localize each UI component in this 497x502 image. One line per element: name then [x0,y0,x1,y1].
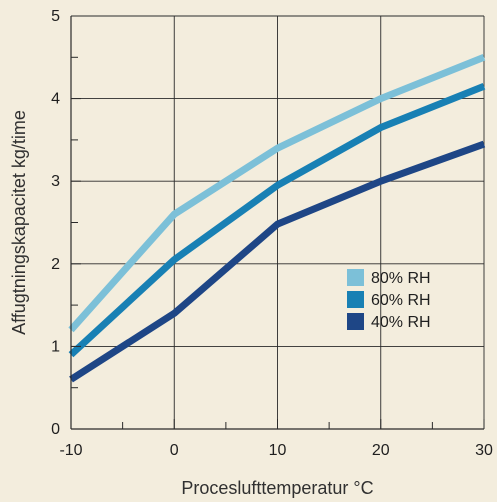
y-tick-label: 4 [51,91,60,108]
y-tick-label: 1 [51,338,60,355]
legend-swatch [347,291,364,308]
y-tick-labels: 0 1 2 3 4 5 [51,8,60,438]
series-line-1 [68,54,486,333]
y-axis-label: Affugtningskapacitet kg/time [9,110,29,335]
x-tick-label: 20 [372,442,390,459]
y-tick-label: 0 [51,421,60,438]
legend-label: 80% RH [371,270,431,287]
y-tick-label: 5 [51,8,60,25]
x-tick-labels: -10 0 10 20 30 [59,442,493,459]
y-tick-label: 2 [51,256,60,273]
x-axis-label: Proceslufttemperatur °C [181,478,373,498]
legend-swatch [347,313,364,330]
x-tick-label: 0 [170,442,179,459]
legend: 80% RH 60% RH 40% RH [347,269,431,331]
legend-label: 60% RH [371,292,431,309]
y-ticks [71,15,81,430]
series-lines [68,54,486,383]
legend-label: 40% RH [371,314,431,331]
x-tick-label: 30 [475,442,493,459]
x-tick-label: -10 [59,442,82,459]
legend-swatch [347,269,364,286]
y-tick-label: 3 [51,173,60,190]
x-ticks [70,419,485,429]
x-tick-label: 10 [269,442,287,459]
series-line-3 [69,140,486,383]
series-line-2 [68,82,486,358]
